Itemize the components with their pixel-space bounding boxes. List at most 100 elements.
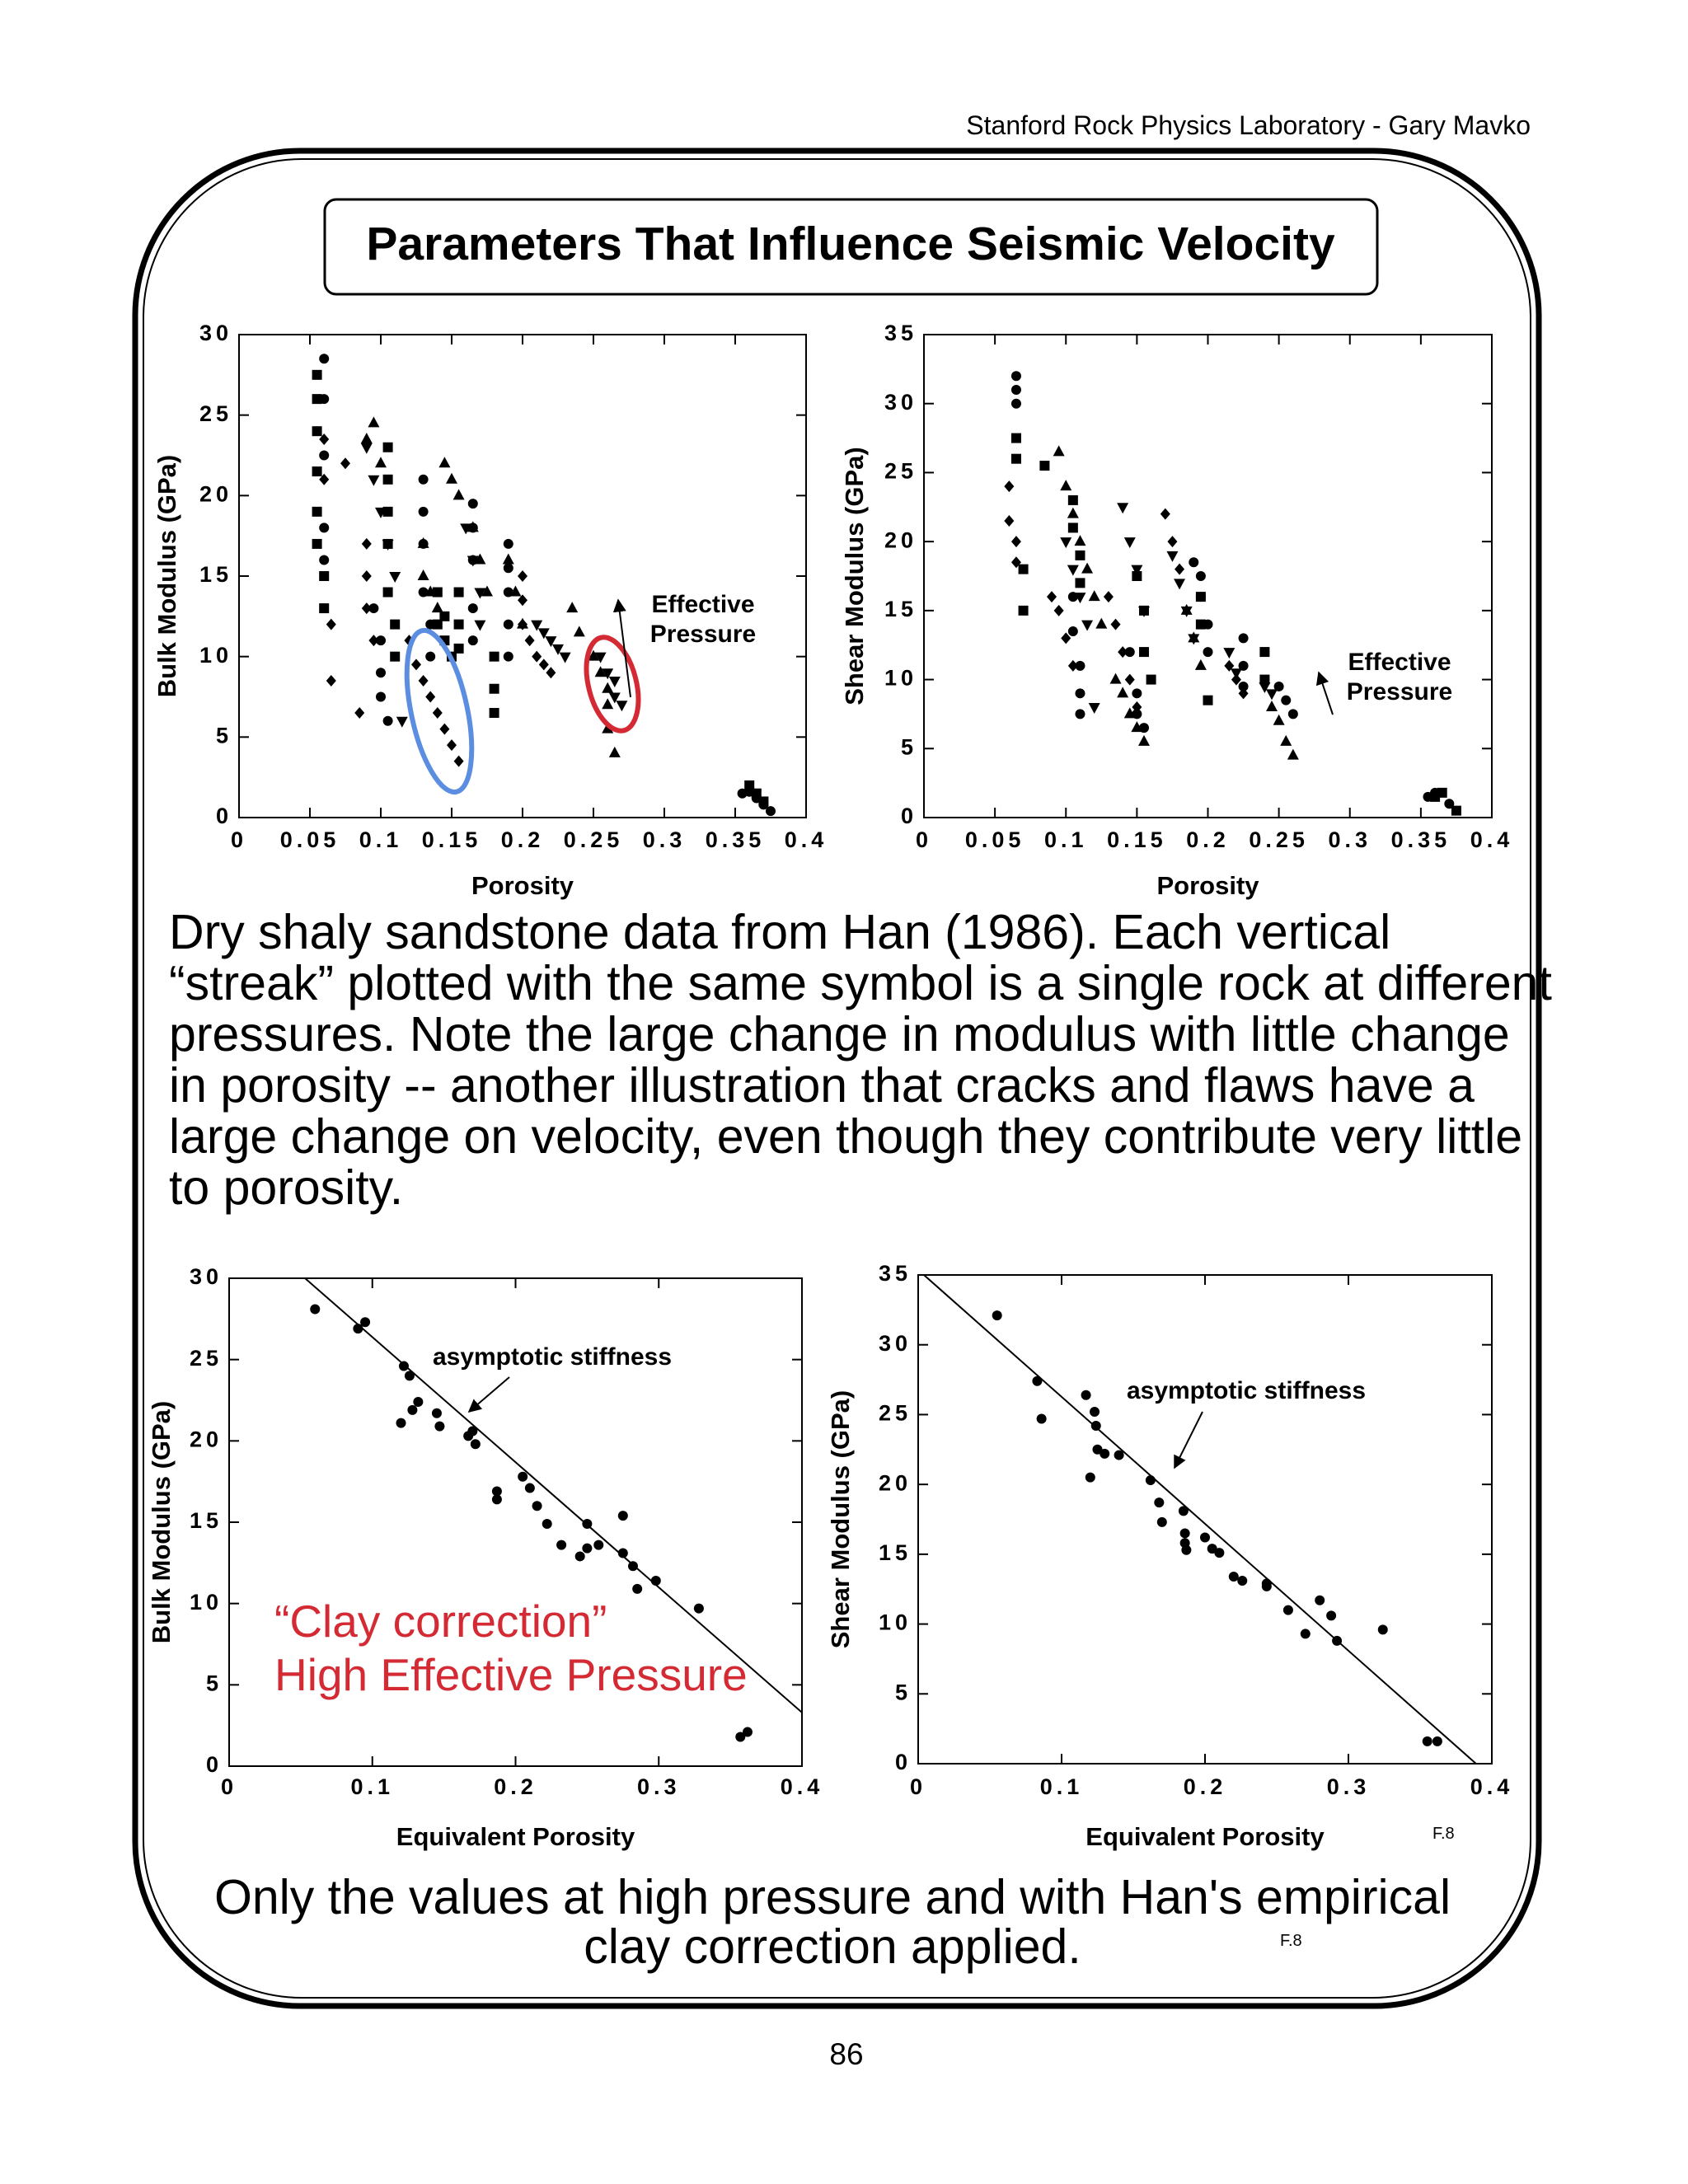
point — [545, 636, 557, 648]
y-tick-label: 35 — [879, 1261, 912, 1286]
y-tick-label: 15 — [199, 562, 232, 587]
point — [1156, 1516, 1167, 1527]
point — [608, 692, 621, 704]
point — [503, 538, 513, 549]
point — [481, 585, 493, 597]
point — [1137, 606, 1150, 617]
point — [1067, 523, 1078, 533]
point — [361, 602, 372, 615]
point — [1179, 1528, 1190, 1539]
point — [538, 658, 549, 671]
point — [742, 1727, 753, 1737]
point — [524, 635, 535, 647]
point — [1117, 687, 1129, 698]
point — [1067, 565, 1079, 576]
point — [382, 715, 393, 726]
y-tick-label: 30 — [879, 1331, 912, 1356]
point — [312, 394, 322, 405]
point — [432, 707, 443, 719]
point — [376, 691, 386, 702]
point — [1422, 1736, 1432, 1746]
point — [1010, 398, 1021, 409]
y-tick-label: 20 — [884, 527, 917, 552]
annotation: Effective Pressure — [649, 591, 757, 648]
point — [1085, 1472, 1095, 1483]
point — [453, 587, 464, 598]
point — [1067, 494, 1078, 505]
point — [552, 644, 564, 655]
point — [602, 698, 614, 710]
point — [766, 806, 776, 817]
point — [1273, 681, 1284, 691]
point — [1137, 734, 1150, 746]
y-axis-label: Shear Modulus (GPa) — [840, 447, 869, 705]
point — [1074, 535, 1086, 546]
point — [1095, 617, 1108, 629]
point — [310, 1304, 321, 1315]
point — [1167, 536, 1178, 548]
point — [503, 563, 513, 574]
point — [1175, 563, 1185, 575]
point — [312, 369, 322, 380]
point — [1261, 1578, 1272, 1589]
x-axis-label: Equivalent Porosity — [1085, 1822, 1325, 1851]
y-tick-label: 0 — [206, 1752, 223, 1777]
point — [319, 555, 330, 565]
point — [467, 603, 478, 614]
point — [491, 1494, 502, 1505]
y-tick-label: 30 — [199, 321, 232, 345]
y-axis-label: Shear Modulus (GPa) — [826, 1390, 855, 1648]
point — [467, 521, 479, 532]
point — [1124, 647, 1135, 658]
point — [650, 1576, 661, 1586]
point — [453, 755, 464, 767]
point — [1004, 480, 1015, 493]
x-axis-label: Porosity — [1156, 871, 1259, 900]
point — [439, 611, 450, 621]
y-tick-label: 25 — [199, 401, 232, 426]
point — [1010, 536, 1021, 548]
annotation-arrow — [467, 1376, 510, 1413]
y-tick-label: 20 — [199, 481, 232, 506]
point — [453, 619, 464, 630]
point — [319, 603, 330, 614]
y-axis-label: Bulk Modulus (GPa) — [147, 1401, 176, 1644]
point — [319, 433, 330, 445]
point — [1018, 605, 1029, 616]
point — [467, 1426, 478, 1436]
y-tick-label: 30 — [884, 390, 917, 415]
point — [582, 1518, 593, 1529]
point — [1228, 1571, 1239, 1582]
point — [1081, 562, 1094, 574]
point — [411, 658, 421, 671]
point — [602, 682, 614, 693]
point — [617, 1548, 628, 1558]
point — [1132, 688, 1142, 699]
y-tick-label: 15 — [884, 597, 917, 621]
point — [1238, 633, 1249, 644]
point — [375, 457, 387, 468]
figure-label: F.8 — [1280, 1932, 1302, 1950]
point — [1195, 571, 1206, 581]
plot-frame — [923, 334, 1493, 818]
point — [517, 617, 528, 629]
annotation-arrow — [1174, 1411, 1203, 1469]
fit-line — [304, 1277, 803, 1713]
point — [1195, 592, 1206, 602]
point — [1053, 604, 1064, 616]
point — [1114, 1450, 1124, 1460]
y-tick-label: 0 — [895, 1750, 912, 1774]
x-tick-label: 0 — [916, 827, 932, 852]
point — [616, 701, 628, 712]
point — [1154, 1497, 1165, 1508]
x-axis-label: Porosity — [471, 871, 574, 900]
point — [1131, 721, 1143, 733]
y-tick-label: 10 — [199, 643, 232, 668]
point — [376, 668, 386, 678]
point — [417, 569, 429, 580]
y-tick-label: 20 — [190, 1427, 223, 1451]
point — [1123, 537, 1136, 549]
x-tick-label: 0.1 — [350, 1774, 394, 1799]
point — [1223, 648, 1236, 659]
plot-frame — [917, 1274, 1493, 1765]
